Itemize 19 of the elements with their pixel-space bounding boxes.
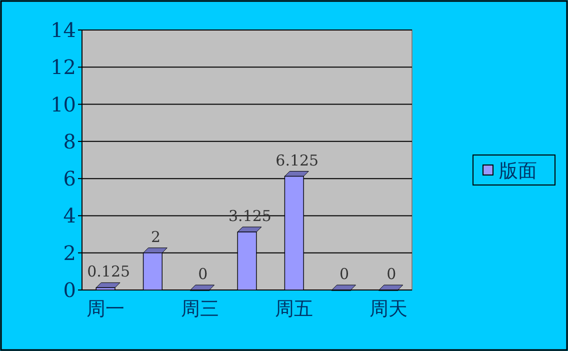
y-tick-label: 6	[63, 166, 76, 191]
x-tick-label: 周天	[369, 298, 408, 320]
data-label: 0	[386, 265, 396, 283]
data-label: 6.125	[276, 151, 319, 170]
y-tick-label: 14	[50, 18, 76, 42]
y-tick-label: 10	[50, 92, 76, 116]
y-tick-label: 0	[63, 278, 76, 302]
data-label: 0.125	[87, 262, 130, 281]
x-tick-label: 周三	[180, 298, 219, 320]
y-tick-label: 4	[63, 204, 76, 228]
x-tick-label: 周一	[86, 298, 125, 320]
data-label: 2	[150, 228, 160, 246]
data-label: 0	[340, 265, 350, 283]
y-tick-label: 8	[63, 129, 76, 154]
legend-label: 版面	[499, 160, 537, 182]
x-tick-label: 周五	[275, 298, 314, 320]
y-tick-label: 12	[50, 55, 76, 80]
data-label: 0	[198, 265, 208, 283]
y-tick-label: 2	[63, 240, 76, 265]
